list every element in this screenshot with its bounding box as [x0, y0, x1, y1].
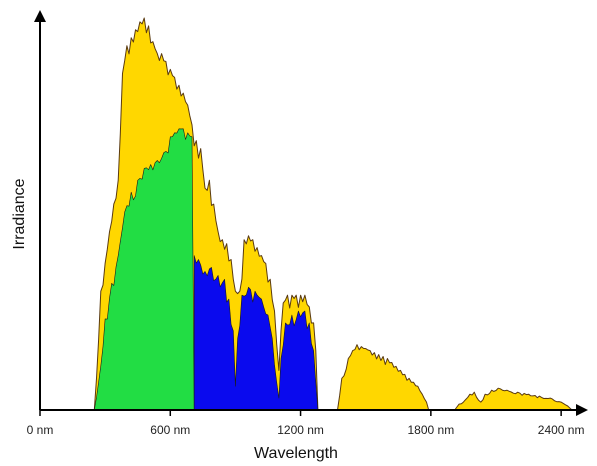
- x-tick-layer: 0 nm 600 nm 1200 nm 1800 nm 2400 nm: [27, 410, 585, 437]
- series-0-segment-2: [454, 387, 573, 411]
- series-1-segment-0: [94, 128, 195, 411]
- x-tick-label-2: 1200 nm: [277, 423, 324, 437]
- y-axis-title: Irradiance: [11, 178, 28, 249]
- series-2-segment-0: [193, 255, 319, 411]
- x-tick-label-3: 1800 nm: [408, 423, 455, 437]
- x-tick-label-0: 0 nm: [27, 423, 54, 437]
- x-tick-label-4: 2400 nm: [538, 423, 585, 437]
- x-tick-label-1: 600 nm: [150, 423, 190, 437]
- series-layer: [93, 17, 573, 411]
- y-axis-arrow: [34, 10, 46, 22]
- x-axis-title: Wavelength: [254, 445, 338, 462]
- series-0-segment-1: [337, 344, 430, 411]
- x-axis-arrow: [576, 404, 588, 416]
